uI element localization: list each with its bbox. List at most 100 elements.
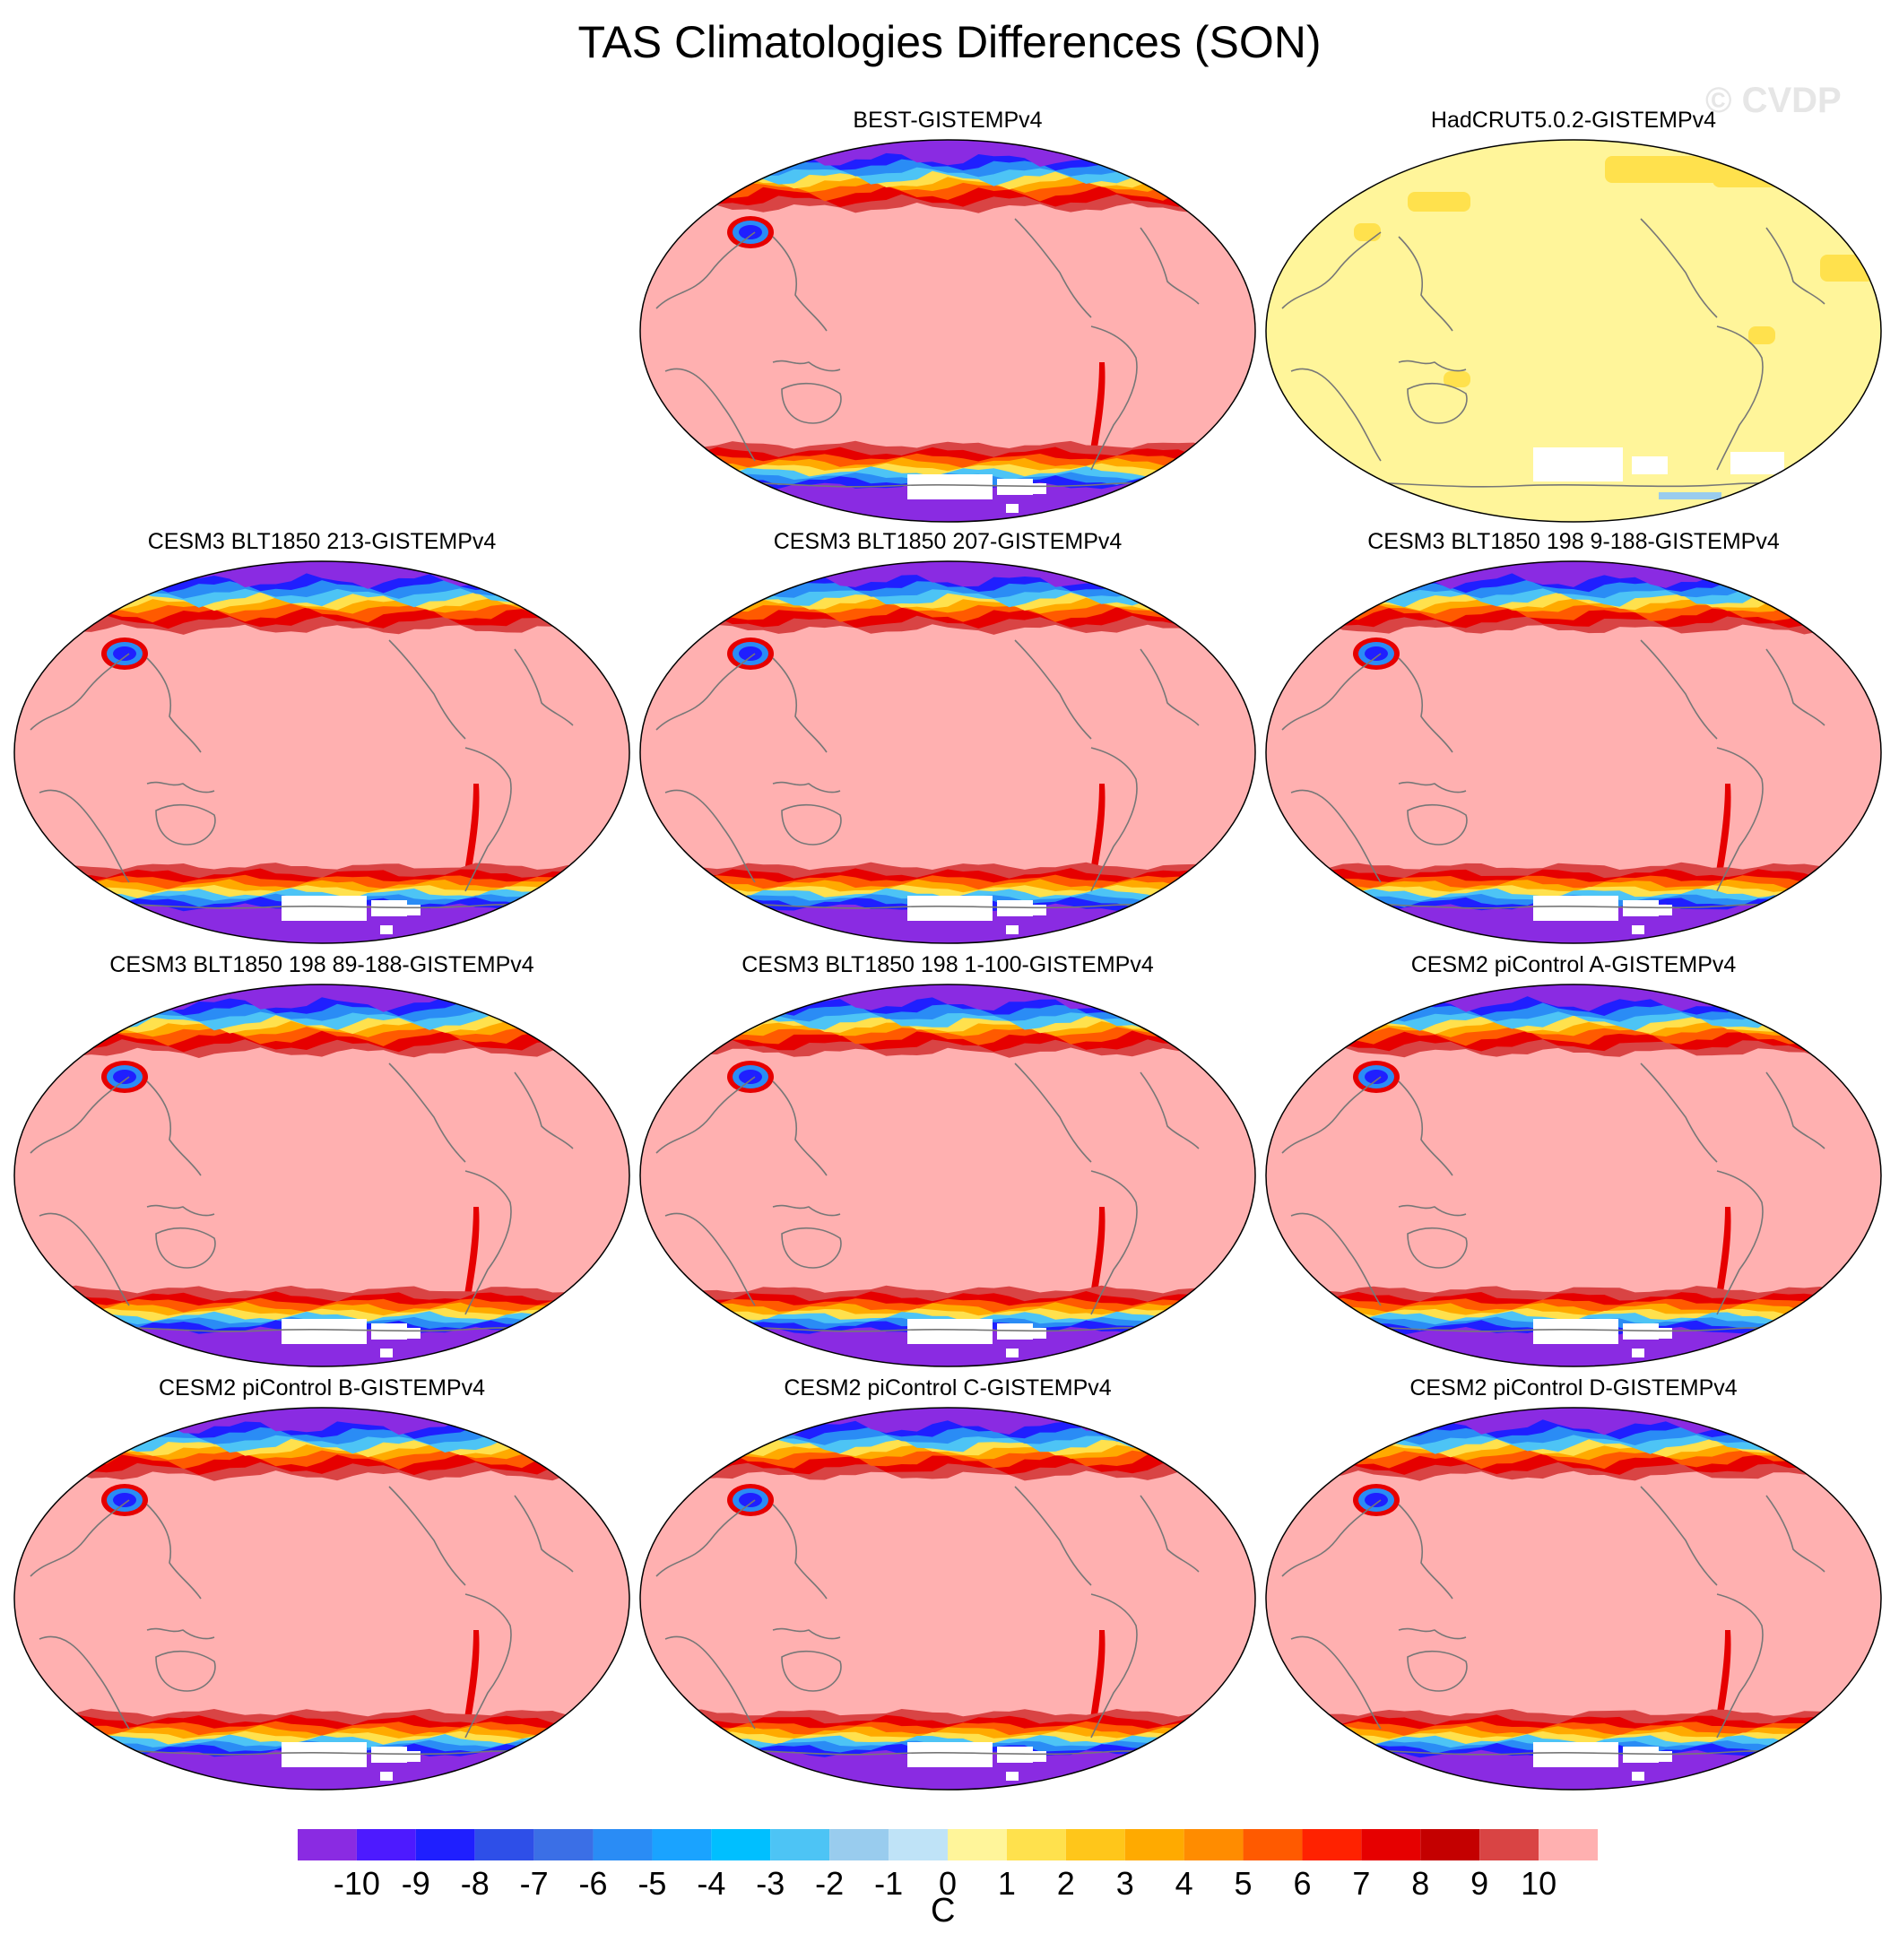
- map-andes-streak: [464, 1207, 480, 1295]
- missing-data: [1006, 504, 1019, 513]
- colorbar-swatch: [829, 1829, 889, 1860]
- map-andes-streak: [1716, 784, 1731, 872]
- colorbar-swatch: [356, 1829, 416, 1860]
- coastline: [39, 789, 130, 883]
- missing-data: [380, 1349, 393, 1357]
- coastline: [772, 360, 841, 372]
- map-hotspot: [113, 646, 136, 661]
- coastline: [388, 1486, 466, 1586]
- missing-data: [524, 1323, 577, 1337]
- colorbar-tick-label: 10: [1521, 1865, 1556, 1902]
- coastline: [30, 1499, 130, 1577]
- missing-data: [1006, 1772, 1019, 1781]
- map-hotspot: [113, 1493, 136, 1507]
- coastline: [1090, 1593, 1138, 1739]
- panel-title: CESM2 piControl C-GISTEMPv4: [784, 1375, 1112, 1401]
- map-panel: HadCRUT5.0.2-GISTEMPv4: [1264, 108, 1883, 529]
- colorbar-tick-label: -10: [334, 1865, 380, 1902]
- coastline: [1407, 382, 1468, 424]
- map-panel: BEST-GISTEMPv4: [638, 108, 1257, 529]
- coastline: [1407, 1227, 1468, 1269]
- coastline: [1090, 1170, 1138, 1315]
- colorbar-tick-label: -1: [874, 1865, 903, 1902]
- missing-data: [1533, 1319, 1618, 1344]
- coastline: [1281, 1499, 1382, 1577]
- coastline: [1281, 231, 1382, 309]
- missing-data: [1632, 456, 1668, 474]
- coastline: [781, 803, 842, 846]
- coastline: [655, 653, 756, 731]
- missing-data: [1632, 925, 1644, 934]
- missing-data: [1775, 1323, 1829, 1337]
- coastline: [146, 1504, 202, 1600]
- missing-data: [282, 1319, 367, 1344]
- coastline: [1640, 218, 1718, 318]
- coastline: [155, 803, 216, 846]
- colorbar-swatch: [1243, 1829, 1303, 1860]
- coastline: [1398, 657, 1453, 753]
- missing-data: [1632, 1772, 1644, 1781]
- missing-data: [1650, 1751, 1672, 1762]
- colorbar-tick-label: -3: [756, 1865, 785, 1902]
- coastline: [30, 1076, 130, 1154]
- coastline: [1281, 653, 1382, 731]
- colorbar-tick-label: 6: [1293, 1865, 1311, 1902]
- map-patch: [1444, 371, 1470, 387]
- map-band-north: [640, 140, 1255, 168]
- colorbar-swatch: [652, 1829, 712, 1860]
- map-andes-streak: [1090, 784, 1106, 872]
- coastline: [514, 1071, 574, 1149]
- coastline: [1140, 1495, 1200, 1573]
- coastline: [1014, 1062, 1092, 1163]
- map-plot: [1265, 560, 1882, 944]
- coastline: [655, 1076, 756, 1154]
- panel-title: CESM2 piControl D-GISTEMPv4: [1409, 1375, 1738, 1401]
- map-border: [13, 1407, 630, 1791]
- map-andes-streak: [464, 784, 480, 872]
- missing-data: [524, 900, 577, 914]
- colorbar-swatch: [533, 1829, 594, 1860]
- coastline: [146, 1080, 202, 1176]
- coastline: [1140, 648, 1200, 726]
- panel-title: HadCRUT5.0.2-GISTEMPv4: [1430, 108, 1717, 133]
- coastline: [146, 657, 202, 753]
- map-panel: CESM2 piControl B-GISTEMPv4: [13, 1375, 631, 1797]
- coastline: [655, 231, 756, 309]
- map-border: [639, 560, 1256, 944]
- colorbar-swatch: [1302, 1829, 1362, 1860]
- map-hotspot: [739, 1070, 762, 1084]
- missing-data: [398, 905, 421, 915]
- missing-data: [907, 896, 993, 921]
- missing-data: [380, 925, 393, 934]
- coastline: [1765, 1495, 1825, 1573]
- colorbar-tick-label: 4: [1175, 1865, 1193, 1902]
- missing-data: [1149, 1747, 1203, 1760]
- panel-title: BEST-GISTEMPv4: [853, 108, 1043, 133]
- colorbar-swatch: [298, 1829, 357, 1860]
- colorbar-tick-label: -2: [815, 1865, 844, 1902]
- colorbar-swatch: [770, 1829, 830, 1860]
- missing-data: [1149, 1323, 1203, 1337]
- map-andes-streak: [464, 1630, 480, 1718]
- missing-data: [1006, 925, 1019, 934]
- map-andes-streak: [1090, 1630, 1106, 1718]
- coastline: [146, 781, 215, 794]
- map-plot: [1265, 1407, 1882, 1791]
- coastline: [781, 1650, 842, 1692]
- map-plot: [1265, 984, 1882, 1367]
- map-border: [1265, 1407, 1882, 1791]
- colorbar-swatch: [889, 1829, 948, 1860]
- coastline: [1407, 803, 1468, 846]
- map-panel: CESM3 BLT1850 213-GISTEMPv4: [13, 529, 631, 950]
- missing-data: [1533, 447, 1623, 481]
- map-hotspot: [739, 646, 762, 661]
- map-panel: CESM2 piControl C-GISTEMPv4: [638, 1375, 1257, 1797]
- coastline: [1716, 325, 1764, 471]
- missing-data: [1632, 1349, 1644, 1357]
- panel-title: CESM3 BLT1850 207-GISTEMPv4: [773, 529, 1123, 554]
- coastline: [146, 1627, 215, 1640]
- coastline: [1765, 648, 1825, 726]
- map-patch: [1408, 192, 1470, 212]
- map-hotspot: [1365, 1493, 1388, 1507]
- coastline: [1140, 227, 1200, 305]
